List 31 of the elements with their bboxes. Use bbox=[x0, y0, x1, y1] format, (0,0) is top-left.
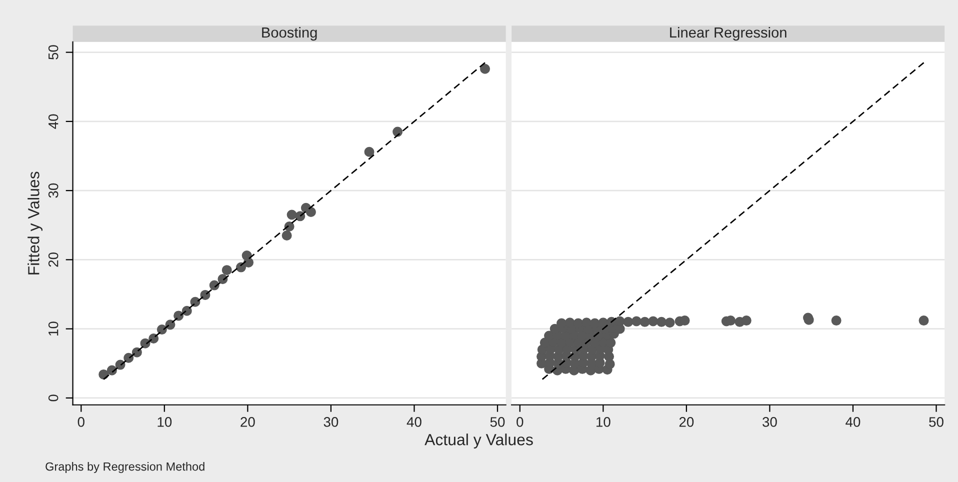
y-tick-label: 30 bbox=[48, 183, 58, 198]
x-tick-label: 30 bbox=[762, 417, 777, 427]
point bbox=[286, 210, 297, 220]
point bbox=[282, 230, 292, 241]
chart-title: Linear Regression bbox=[670, 26, 786, 41]
y-axis-title: Fitted y Values bbox=[28, 172, 42, 274]
x-tick-label: 40 bbox=[846, 417, 860, 427]
x-tick-label: 20 bbox=[240, 417, 255, 427]
text: Graphs by Regression Method bbox=[46, 462, 204, 474]
point bbox=[306, 206, 316, 218]
point bbox=[222, 265, 232, 276]
point bbox=[480, 64, 490, 74]
x-tick-label: 0 bbox=[516, 417, 524, 427]
chart-title: Boosting bbox=[262, 26, 317, 41]
x-tick-label: 50 bbox=[490, 417, 505, 427]
x-tick-label: 10 bbox=[596, 417, 610, 427]
x-tick-label: 50 bbox=[929, 417, 944, 427]
x-axis-title: Actual y Values bbox=[424, 434, 533, 448]
x-tick-label: 20 bbox=[679, 417, 694, 427]
y-tick-label: 0 bbox=[48, 394, 58, 402]
y-tick-label: 40 bbox=[48, 114, 58, 129]
y-tick-label: 20 bbox=[48, 252, 58, 267]
point bbox=[242, 250, 252, 261]
x-tick-label: 40 bbox=[406, 417, 422, 427]
point bbox=[364, 146, 374, 157]
x-tick-label: 30 bbox=[324, 417, 338, 427]
y-tick-label: 10 bbox=[48, 322, 58, 336]
x-tick-label: 10 bbox=[158, 417, 172, 427]
x-tick-label: 0 bbox=[78, 417, 84, 427]
point bbox=[392, 126, 403, 137]
y-tick-label: 50 bbox=[48, 45, 58, 60]
